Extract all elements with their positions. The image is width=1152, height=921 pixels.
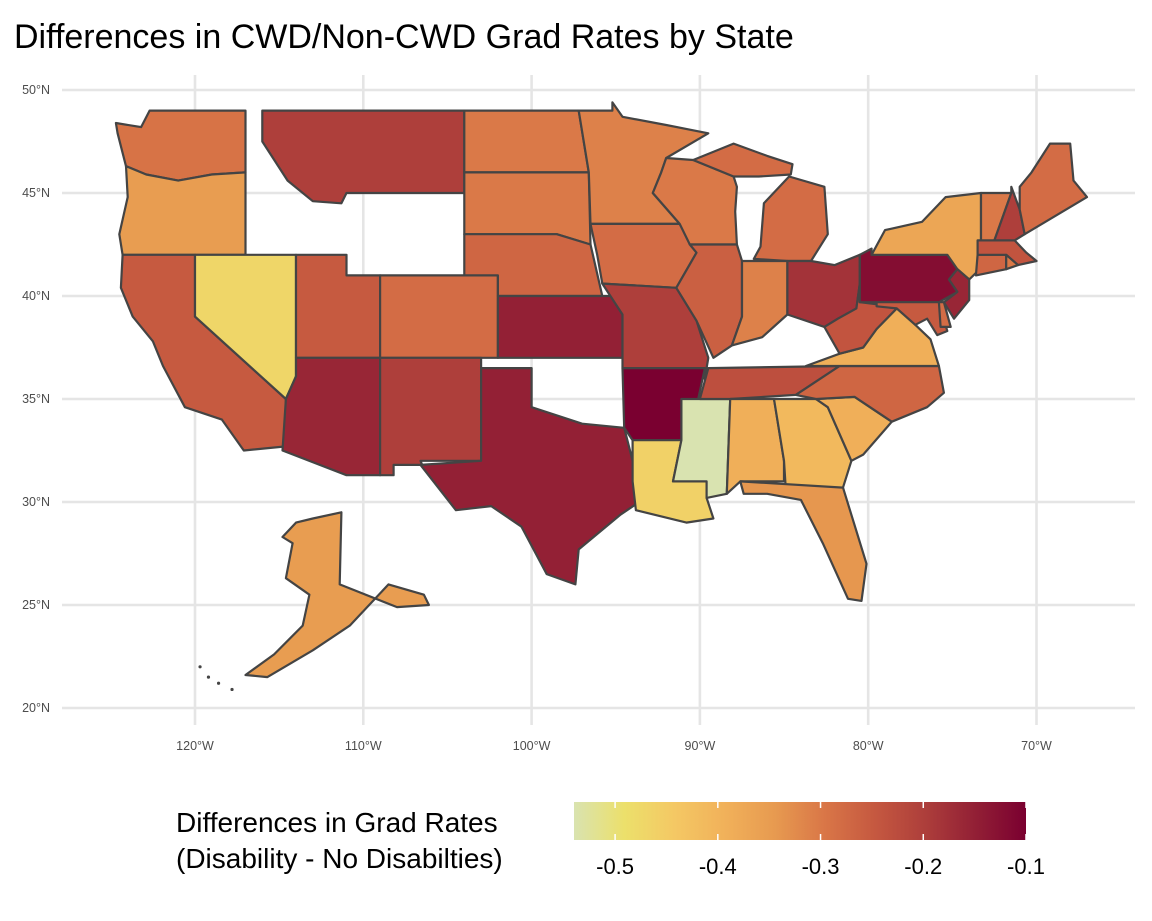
- lat-tick-label: 45°N: [22, 186, 50, 200]
- lon-tick-label: 90°W: [685, 739, 716, 753]
- colorbar-tick-label: -0.1: [1007, 854, 1045, 879]
- lat-tick-label: 30°N: [22, 495, 50, 509]
- legend-title-line1: Differences in Grad Rates: [176, 807, 498, 838]
- lon-tick-label: 70°W: [1021, 739, 1052, 753]
- state-rhode-island: [1005, 253, 1020, 271]
- lat-tick-label: 20°N: [22, 701, 50, 715]
- colorbar-tick-label: -0.5: [596, 854, 634, 879]
- lat-tick-label: 40°N: [22, 289, 50, 303]
- state-maine: [1018, 142, 1089, 236]
- colorbar-tick-label: -0.4: [699, 854, 737, 879]
- lon-tick-label: 80°W: [853, 739, 884, 753]
- state-new-jersey: [942, 268, 971, 320]
- state-alaska: [244, 511, 430, 679]
- state-colorado: [379, 274, 499, 359]
- state-utah: [294, 253, 382, 359]
- lat-tick-label: 25°N: [22, 598, 50, 612]
- state-oregon: [118, 165, 247, 256]
- state-delaware: [937, 301, 952, 328]
- island-mark: [216, 681, 221, 685]
- state-florida: [739, 480, 868, 602]
- state-new-mexico: [379, 356, 483, 477]
- state-michigan: [692, 142, 794, 178]
- lon-tick-label: 110°W: [345, 739, 382, 753]
- state-montana: [261, 109, 466, 205]
- state-connecticut: [974, 253, 1008, 277]
- state-north-dakota: [463, 109, 590, 174]
- colorbar: [574, 802, 1026, 840]
- island-mark: [198, 665, 202, 669]
- state-kansas: [496, 294, 624, 359]
- state-illinois: [675, 243, 744, 359]
- map-title: Differences in CWD/Non-CWD Grad Rates by…: [14, 18, 794, 56]
- island-mark: [206, 675, 211, 679]
- lon-tick-label: 100°W: [513, 739, 551, 753]
- state-pennsylvania: [858, 247, 959, 304]
- axis-ticks: 20°N 25°N 30°N 35°N 40°N 45°N 50°N 120°W 110°W 10…: [22, 83, 1052, 753]
- colorbar-tick-label: -0.2: [904, 854, 942, 879]
- island-mark: [230, 687, 234, 692]
- legend-title-line2: (Disability - No Disabilties): [176, 843, 503, 874]
- lat-tick-label: 50°N: [22, 83, 50, 97]
- legend-colorbar: -0.5 -0.4 -0.3 -0.2 -0.1: [574, 802, 1045, 879]
- state-michigan: [752, 175, 829, 263]
- lat-tick-label: 35°N: [22, 392, 50, 406]
- lon-tick-label: 120°W: [176, 739, 214, 753]
- state-texas: [419, 367, 641, 586]
- colorbar-tick-label: -0.3: [802, 854, 840, 879]
- state-massachusetts: [976, 239, 1038, 267]
- state-shapes: [114, 101, 1089, 692]
- state-arizona: [281, 356, 382, 477]
